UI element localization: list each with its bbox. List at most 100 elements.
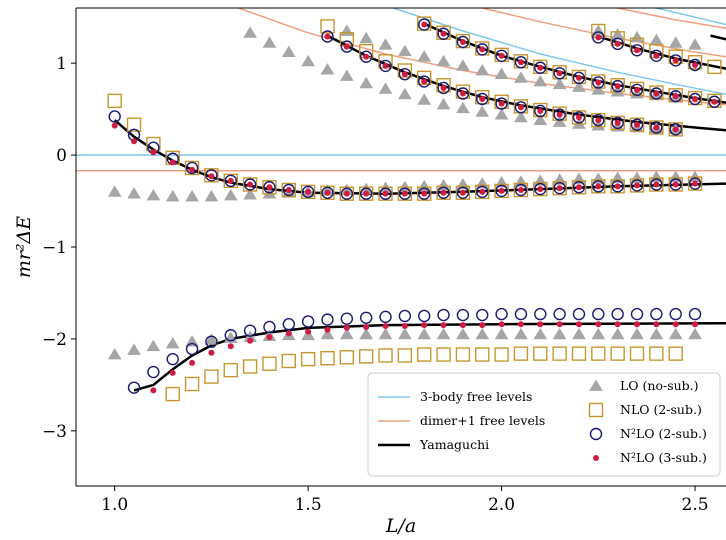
nlo-point — [513, 182, 529, 198]
n2lo3-point — [421, 322, 428, 329]
lo-point — [204, 333, 219, 345]
n2lo3-point — [517, 321, 524, 328]
n2lo2-point — [437, 27, 450, 40]
n2lo3-point — [343, 190, 350, 197]
nlo-point — [629, 117, 645, 132]
n2lo3-point — [421, 190, 428, 197]
nlo-point — [552, 346, 567, 361]
nlo-point — [649, 177, 664, 192]
lo-point — [475, 64, 490, 76]
lo-point — [552, 115, 567, 127]
nlo-point — [571, 346, 587, 361]
n2lo3-point — [285, 330, 292, 337]
n2lo3-point — [208, 349, 215, 356]
n2lo3-point — [672, 57, 679, 64]
nlo-point — [436, 78, 451, 93]
nlo-point — [455, 84, 471, 99]
n2lo3-point — [324, 33, 331, 40]
n2lo3-point — [595, 34, 602, 41]
n2lo2-point — [224, 329, 237, 342]
n2lo3-point — [672, 93, 679, 100]
nlo-point — [649, 120, 664, 135]
n2lo2-point — [418, 75, 431, 88]
nlo-point — [358, 186, 374, 201]
n2lo3-point — [634, 121, 641, 128]
n2lo3-point — [653, 321, 660, 328]
n2lo3-point — [634, 182, 641, 189]
nlo-legend-marker — [588, 402, 604, 418]
n2lo3-point — [498, 100, 505, 107]
n2lo3-point — [595, 183, 602, 190]
n2lo2-point — [418, 309, 431, 323]
lo-point — [436, 327, 451, 340]
n2lo2-point — [514, 307, 528, 321]
lo-point — [533, 327, 548, 340]
n2lo3-point — [672, 321, 679, 328]
lo-point — [456, 327, 470, 340]
n2lo3-point — [363, 323, 370, 330]
n2lo2-point — [688, 177, 702, 190]
lo-point — [340, 69, 354, 81]
n2lo3-point — [401, 190, 408, 197]
lo-point — [591, 327, 606, 340]
n2lo2-point — [688, 92, 702, 106]
n2lo3-point — [537, 107, 544, 114]
n2lo2-point — [553, 181, 566, 195]
n2lo3-point — [479, 188, 486, 195]
n2lo2-point — [611, 37, 624, 51]
nlo-point — [610, 179, 625, 194]
nlo-point — [475, 89, 490, 105]
n2lo3-point — [459, 322, 466, 329]
n2lo3-legend-marker — [593, 455, 599, 461]
n2lo2-point — [669, 178, 682, 191]
n2lo2-point — [205, 335, 218, 348]
n2lo2-point — [669, 90, 682, 103]
n2lo2-point — [592, 31, 605, 44]
n2lo2-point — [514, 56, 528, 69]
n2lo3-point — [595, 79, 602, 86]
nlo-point — [571, 180, 587, 195]
y-tick-label: 1 — [56, 54, 67, 74]
n2lo3-point — [479, 322, 486, 329]
n2lo2-point — [243, 324, 257, 337]
n2lo2-legend-marker — [589, 427, 603, 441]
nlo-point — [687, 176, 703, 191]
n2lo3-point — [208, 173, 215, 180]
nlo-point — [533, 181, 548, 197]
n2lo2-point — [611, 79, 624, 93]
n2lo3-point — [653, 124, 660, 131]
n2lo3-point — [614, 321, 621, 328]
n2lo3-point — [711, 98, 718, 105]
nlo-point — [571, 110, 587, 125]
n2lo3-point — [498, 321, 505, 328]
n2lo2-point — [495, 307, 508, 321]
n2lo3-point — [227, 343, 234, 350]
nlo-point — [591, 112, 606, 128]
n2lo2-point — [592, 76, 605, 89]
nlo-point — [204, 369, 219, 384]
lo-point — [436, 54, 451, 67]
lo-point — [688, 38, 702, 50]
nlo-point — [339, 350, 355, 365]
n2lo3-point — [498, 52, 505, 59]
n2lo3-point — [634, 86, 641, 93]
n2lo3-point — [440, 322, 447, 329]
n2lo2-point — [650, 178, 663, 191]
lo-point — [668, 327, 683, 340]
lo-point — [688, 327, 702, 340]
nlo-point — [455, 347, 471, 362]
nlo-point — [107, 93, 122, 109]
n2lo3-legend-label: N²LO (3-sub.) — [620, 450, 707, 465]
n2lo2-point — [185, 342, 199, 356]
nlo-point — [300, 184, 316, 200]
n2lo2-point — [185, 161, 199, 175]
n2lo2-point — [688, 307, 702, 321]
n2lo2-point — [630, 118, 644, 131]
n2lo2-point — [534, 307, 547, 321]
n2lo2-point — [514, 101, 528, 114]
dimer-legend-label: dimer+1 free levels — [420, 413, 545, 428]
lo-point — [107, 185, 122, 197]
n2lo3-point — [653, 181, 660, 188]
n2lo2-point — [340, 312, 354, 325]
n2lo3-point — [247, 337, 254, 344]
